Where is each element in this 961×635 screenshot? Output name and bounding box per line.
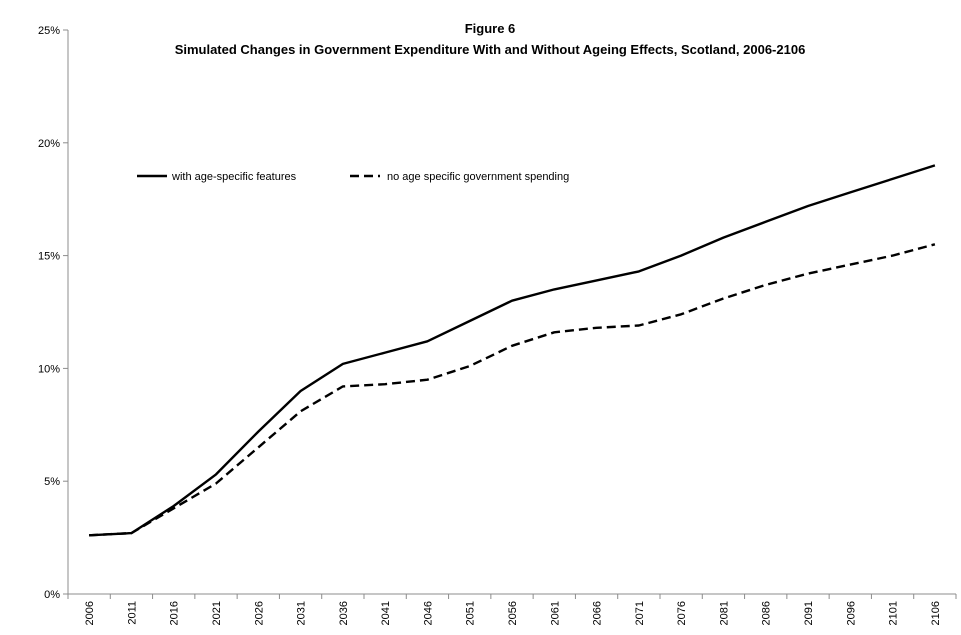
x-tick-label: 2021 xyxy=(211,601,223,625)
x-tick-label: 2031 xyxy=(296,601,308,625)
chart-title: Figure 6 xyxy=(465,21,516,36)
legend-label: no age specific government spending xyxy=(387,171,569,183)
x-tick-label: 2011 xyxy=(126,601,138,625)
x-tick-label: 2026 xyxy=(253,601,265,625)
x-tick-label: 2061 xyxy=(549,601,561,625)
x-tick-label: 2006 xyxy=(84,601,96,625)
x-tick-label: 2036 xyxy=(338,601,350,625)
series-line-no-age-specific-spending xyxy=(89,243,936,537)
legend-label: with age-specific features xyxy=(171,171,297,183)
x-tick-label: 2076 xyxy=(676,601,688,625)
x-tick-label: 2071 xyxy=(634,601,646,625)
x-tick-label: 2066 xyxy=(592,601,604,625)
axes: 0% 5% 10% 15% 20% 25% 2006 2011 2016 2021 2026 2031… xyxy=(38,25,957,625)
chart-subtitle: Simulated Changes in Government Expendit… xyxy=(175,42,806,57)
series-lines xyxy=(89,164,936,537)
x-tick-label: 2056 xyxy=(507,601,519,625)
x-tick-label: 2096 xyxy=(845,601,857,625)
y-tick-label: 25% xyxy=(38,25,60,37)
y-tick-label: 5% xyxy=(44,476,60,488)
x-tick-label: 2091 xyxy=(803,601,815,625)
y-tick-label: 20% xyxy=(38,138,60,150)
x-tick-label: 2081 xyxy=(718,601,730,625)
x-tick-label: 2016 xyxy=(169,601,181,625)
legend: with age-specific features no age specifi… xyxy=(137,171,569,183)
x-tick-label: 2086 xyxy=(761,601,773,625)
x-tick-label: 2106 xyxy=(930,601,942,625)
x-tick-label: 2051 xyxy=(465,601,477,625)
y-tick-label: 15% xyxy=(38,251,60,263)
x-tick-label: 2041 xyxy=(380,601,392,625)
x-tick-label: 2046 xyxy=(422,601,434,625)
x-tick-label: 2101 xyxy=(888,601,900,625)
y-tick-label: 0% xyxy=(44,589,60,601)
series-line-with-age-specific-features xyxy=(89,164,936,537)
y-tick-label: 10% xyxy=(38,363,60,375)
